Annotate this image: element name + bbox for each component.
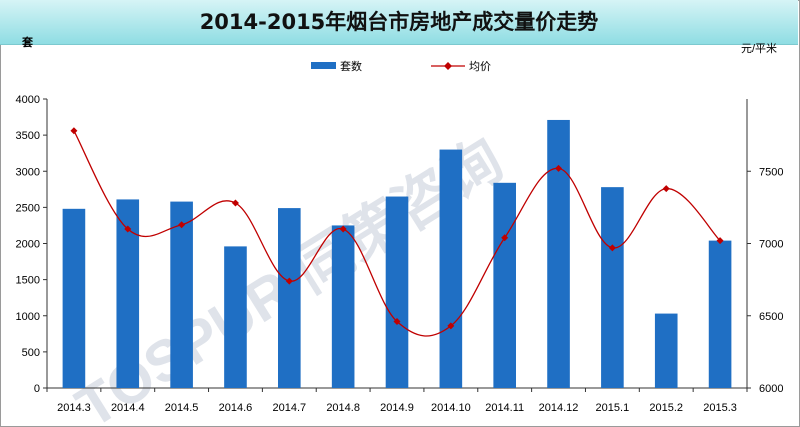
bar bbox=[601, 187, 624, 388]
price-point bbox=[393, 318, 401, 326]
price-point bbox=[285, 277, 293, 285]
y-tick-label: 3500 bbox=[16, 130, 40, 142]
bar bbox=[170, 201, 193, 388]
y-tick-label: 2000 bbox=[16, 239, 40, 251]
x-tick-label: 2014.8 bbox=[326, 402, 360, 414]
y2-tick-label: 6500 bbox=[759, 311, 783, 323]
bar bbox=[385, 196, 409, 388]
price-point bbox=[339, 225, 347, 233]
x-tick-label: 2014.10 bbox=[431, 402, 471, 414]
bar bbox=[331, 225, 355, 388]
y-tick-label: 2500 bbox=[16, 202, 40, 214]
x-tick-label: 2014.9 bbox=[380, 402, 414, 414]
y2-axis-label: 元/平米 bbox=[741, 42, 777, 55]
line-series bbox=[70, 127, 724, 337]
y-tick-label: 3000 bbox=[16, 166, 40, 178]
y-tick-label: 1000 bbox=[16, 311, 40, 323]
bar bbox=[708, 240, 732, 388]
price-point bbox=[447, 322, 455, 330]
y-tick-label: 4000 bbox=[16, 94, 40, 106]
bar-series bbox=[62, 119, 732, 388]
chart-title: 2014-2015年烟台市房地产成交量价走势 bbox=[199, 10, 599, 34]
x-tick-label: 2014.5 bbox=[165, 402, 199, 414]
y2-tick-label: 6000 bbox=[759, 383, 783, 395]
price-point bbox=[608, 244, 616, 252]
x-tick-label: 2014.3 bbox=[57, 402, 91, 414]
bar bbox=[439, 149, 463, 388]
bar bbox=[278, 208, 301, 388]
y-tick-label: 1500 bbox=[16, 275, 40, 287]
price-point bbox=[231, 199, 239, 207]
bar bbox=[493, 182, 516, 388]
price-point bbox=[178, 221, 186, 229]
legend-label-count: 套数 bbox=[340, 60, 362, 73]
bar bbox=[547, 119, 570, 388]
price-point bbox=[124, 225, 132, 233]
x-tick-label: 2015.2 bbox=[649, 402, 683, 414]
axes: 0 500 1000 1500 2000 2500 3000 3500 4000 6000 6500… bbox=[16, 94, 784, 414]
legend-marker-swatch bbox=[444, 62, 452, 70]
price-point bbox=[555, 164, 563, 172]
title-bar bbox=[0, 0, 798, 45]
price-point bbox=[70, 127, 78, 135]
bar bbox=[654, 313, 678, 388]
y-tick-label: 0 bbox=[34, 383, 40, 395]
bar bbox=[224, 246, 247, 388]
x-tick-label: 2014.7 bbox=[272, 402, 306, 414]
y2-tick-label: 7000 bbox=[759, 239, 783, 251]
price-point bbox=[662, 185, 670, 193]
price-point bbox=[501, 234, 509, 242]
x-tick-label: 2014.4 bbox=[111, 402, 145, 414]
bar bbox=[116, 199, 140, 388]
y-tick-label: 500 bbox=[22, 347, 40, 359]
bar bbox=[62, 208, 86, 388]
legend: 套数 均价 bbox=[311, 60, 491, 73]
price-point bbox=[716, 237, 724, 245]
x-tick-label: 2014.11 bbox=[485, 402, 524, 414]
x-tick-label: 2015.3 bbox=[703, 402, 737, 414]
x-tick-label: 2014.12 bbox=[539, 402, 579, 414]
y-axis-label: 套 bbox=[22, 35, 34, 49]
legend-bar-swatch bbox=[311, 62, 336, 69]
x-tick-label: 2014.6 bbox=[219, 402, 253, 414]
legend-label-price: 均价 bbox=[469, 60, 491, 73]
y2-tick-label: 7500 bbox=[759, 166, 783, 178]
x-tick-label: 2015.1 bbox=[596, 402, 630, 414]
